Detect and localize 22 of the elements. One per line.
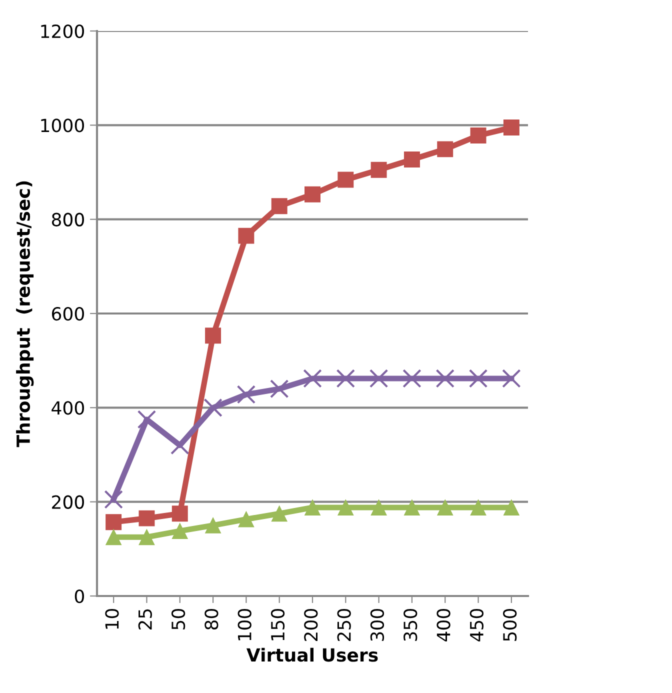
x-tick-label: 350 xyxy=(404,609,418,641)
x-tick-label: 300 xyxy=(370,609,384,641)
y-tick-label: 1000 xyxy=(41,118,84,132)
y-tick-label: 800 xyxy=(52,212,84,226)
x-tick-label: 250 xyxy=(337,609,351,641)
y-tick-label: 200 xyxy=(52,495,84,509)
x-tick-label: 50 xyxy=(171,609,186,630)
y-tick-label: 0 xyxy=(74,589,84,604)
x-tick-label: 450 xyxy=(470,609,484,642)
x-tick-label: 500 xyxy=(503,609,517,641)
y-axis-title: Throughput (request/sec) xyxy=(16,181,34,448)
x-tick-label: 10 xyxy=(105,609,119,629)
y-tick-label: 600 xyxy=(52,306,84,321)
x-tick-label: 200 xyxy=(304,609,318,641)
x-tick-label: 80 xyxy=(204,609,218,630)
x-tick-label: 25 xyxy=(138,609,152,630)
x-tick-label: 100 xyxy=(238,609,252,640)
x-tick-label: 400 xyxy=(436,609,450,642)
x-tick-label: 150 xyxy=(270,609,285,640)
y-tick-label: 400 xyxy=(52,401,84,415)
y-tick-label: 1200 xyxy=(41,24,84,38)
x-axis-title: Virtual Users xyxy=(246,648,378,662)
